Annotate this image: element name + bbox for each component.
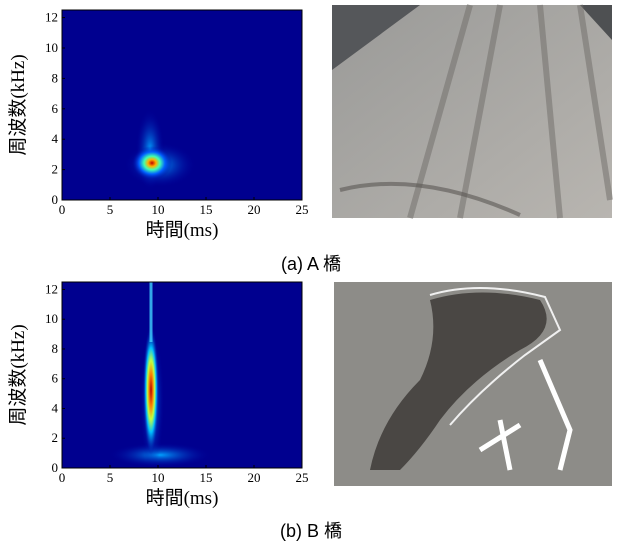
- y-tick-label: 6: [52, 371, 59, 386]
- caption: (b) B 橋: [280, 521, 342, 541]
- x-axis-label: 時間(ms): [146, 487, 219, 509]
- x-tick-label: 0: [59, 202, 66, 217]
- y-tick-label: 8: [52, 70, 59, 85]
- x-tick-label: 15: [200, 470, 213, 485]
- y-tick-label: 4: [52, 400, 59, 415]
- y-tick-label: 10: [45, 40, 58, 55]
- y-tick-label: 12: [45, 281, 58, 296]
- y-tick-label: 12: [45, 10, 58, 25]
- x-tick-label: 5: [107, 470, 114, 485]
- photo: [332, 5, 612, 218]
- x-axis-label: 時間(ms): [146, 219, 219, 241]
- y-tick-label: 2: [52, 430, 59, 445]
- spectrogram: [62, 282, 302, 470]
- y-tick-label: 8: [52, 341, 59, 356]
- y-axis-label: 周波数(kHz): [7, 54, 29, 155]
- photo: [334, 282, 612, 486]
- x-tick-label: 15: [200, 202, 213, 217]
- y-tick-label: 10: [45, 311, 58, 326]
- y-tick-label: 0: [52, 460, 59, 475]
- x-tick-label: 20: [248, 202, 261, 217]
- y-tick-label: 4: [52, 131, 59, 146]
- figure: (a) A 橋 (b) B 橋 0510152025024681012時間(ms…: [0, 0, 622, 544]
- x-tick-label: 10: [152, 202, 165, 217]
- x-tick-label: 20: [248, 470, 261, 485]
- y-axis-label: 周波数(kHz): [7, 324, 29, 425]
- x-tick-label: 0: [59, 470, 66, 485]
- x-tick-label: 10: [152, 470, 165, 485]
- x-tick-label: 5: [107, 202, 114, 217]
- x-tick-label: 25: [296, 202, 309, 217]
- x-tick-label: 25: [296, 470, 309, 485]
- caption: (a) A 橋: [281, 254, 341, 274]
- y-tick-label: 2: [52, 162, 59, 177]
- y-tick-label: 0: [52, 192, 59, 207]
- spectrogram: [62, 10, 302, 200]
- y-tick-label: 6: [52, 101, 59, 116]
